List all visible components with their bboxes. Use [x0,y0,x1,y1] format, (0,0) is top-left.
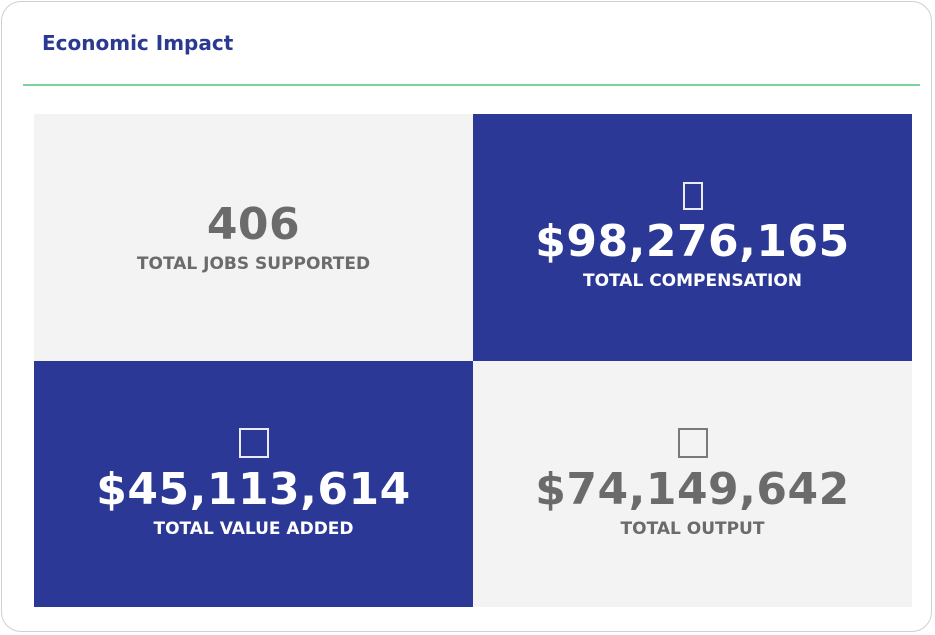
tile-value: 406 [206,199,301,251]
tile: $74,149,642 TOTAL OUTPUT [473,360,912,607]
tile-grid: 406 TOTAL JOBS SUPPORTED $98,276,165 TOT… [34,114,912,607]
tile: $45,113,614 TOTAL VALUE ADDED [34,360,473,607]
icon [677,427,708,458]
icon [238,427,269,458]
tile: 406 TOTAL JOBS SUPPORTED [34,114,473,361]
tile-value: $45,113,614 [96,463,411,515]
tile-label: TOTAL COMPENSATION [582,271,803,292]
tile-label: TOTAL VALUE ADDED [153,518,354,539]
divider [23,84,920,86]
tile-value: $98,276,165 [535,216,850,268]
card-title: Economic Impact [42,31,234,55]
tile-value: $74,149,642 [535,463,850,515]
tile-label: TOTAL OUTPUT [620,518,765,539]
tile-label: TOTAL JOBS SUPPORTED [136,254,371,275]
icon [682,182,703,211]
tile: $98,276,165 TOTAL COMPENSATION [473,114,912,361]
